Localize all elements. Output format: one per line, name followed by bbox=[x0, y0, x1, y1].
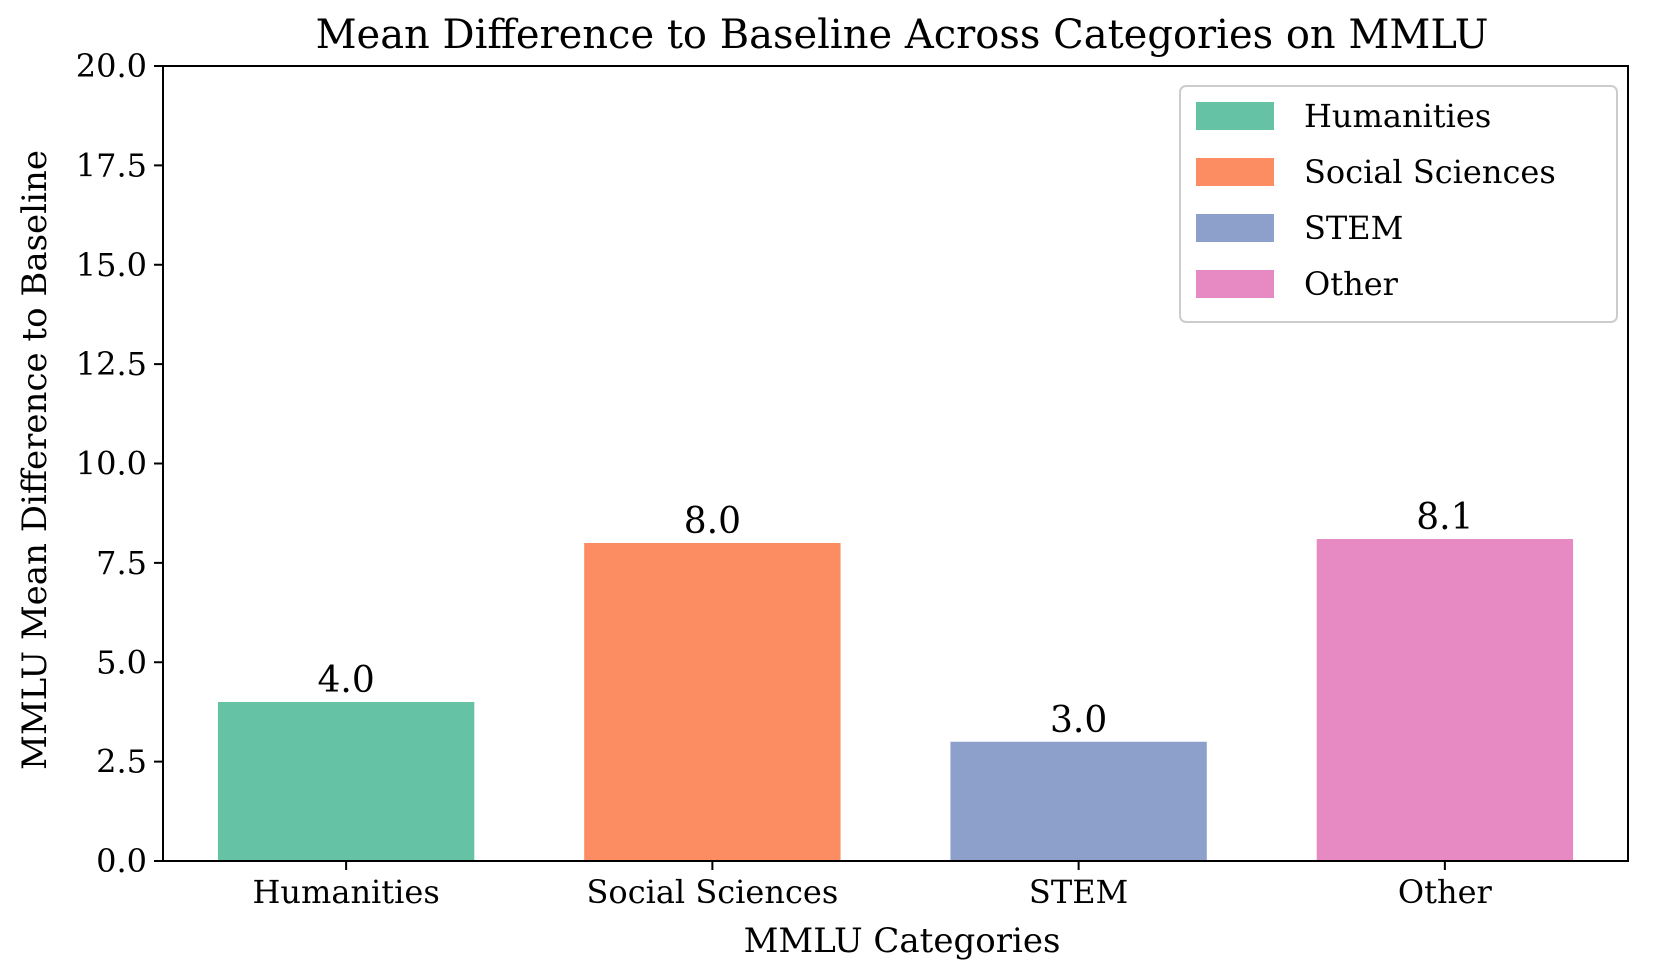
x-tick-label: STEM bbox=[1029, 873, 1128, 911]
legend-label: Humanities bbox=[1304, 97, 1491, 135]
y-tick-label: 2.5 bbox=[96, 743, 147, 781]
y-tick-label: 10.0 bbox=[76, 445, 147, 483]
legend-swatch bbox=[1196, 102, 1274, 130]
y-tick-label: 15.0 bbox=[76, 246, 147, 284]
bar bbox=[950, 741, 1207, 861]
legend-swatch bbox=[1196, 158, 1274, 186]
bar bbox=[584, 543, 841, 861]
legend-label: Social Sciences bbox=[1304, 153, 1556, 191]
y-tick-label: 17.5 bbox=[76, 146, 147, 184]
legend-label: Other bbox=[1304, 265, 1399, 303]
bar bbox=[217, 702, 475, 861]
bar-value-label: 8.0 bbox=[684, 501, 741, 542]
plot-frame bbox=[162, 65, 1629, 862]
x-tick-label: Other bbox=[1398, 873, 1493, 911]
legend-swatch bbox=[1196, 214, 1274, 242]
bar-value-label: 4.0 bbox=[317, 660, 374, 701]
legend-frame bbox=[1179, 85, 1618, 323]
bar-value-label: 3.0 bbox=[1050, 700, 1107, 741]
y-axis-ticks: 0.0 2.5 5.0 7.5 10.0 12.5 15.0 17.5 20.0 bbox=[76, 47, 163, 880]
y-tick-label: 12.5 bbox=[76, 345, 147, 383]
legend-swatch bbox=[1196, 270, 1274, 298]
x-tick-label: Humanities bbox=[253, 873, 440, 911]
y-axis-label: MMLU Mean Difference to Baseline bbox=[15, 150, 55, 770]
x-axis-label: MMLU Categories bbox=[744, 921, 1061, 961]
legend-label: STEM bbox=[1304, 209, 1403, 247]
x-tick-label: Social Sciences bbox=[587, 873, 839, 911]
x-axis-ticks: Humanities Social Sciences STEM Other bbox=[253, 861, 1493, 911]
legend: Humanities Social Sciences STEM Other bbox=[1179, 85, 1618, 323]
bar bbox=[1316, 539, 1574, 861]
bars-group: 4.0 8.0 3.0 8.1 bbox=[217, 497, 1574, 861]
y-tick-label: 7.5 bbox=[96, 544, 147, 582]
y-tick-label: 20.0 bbox=[76, 47, 147, 85]
bar-value-label: 8.1 bbox=[1416, 497, 1473, 538]
chart-title: Mean Difference to Baseline Across Categ… bbox=[316, 12, 1489, 58]
y-tick-label: 0.0 bbox=[96, 842, 147, 880]
y-tick-label: 5.0 bbox=[96, 643, 147, 681]
